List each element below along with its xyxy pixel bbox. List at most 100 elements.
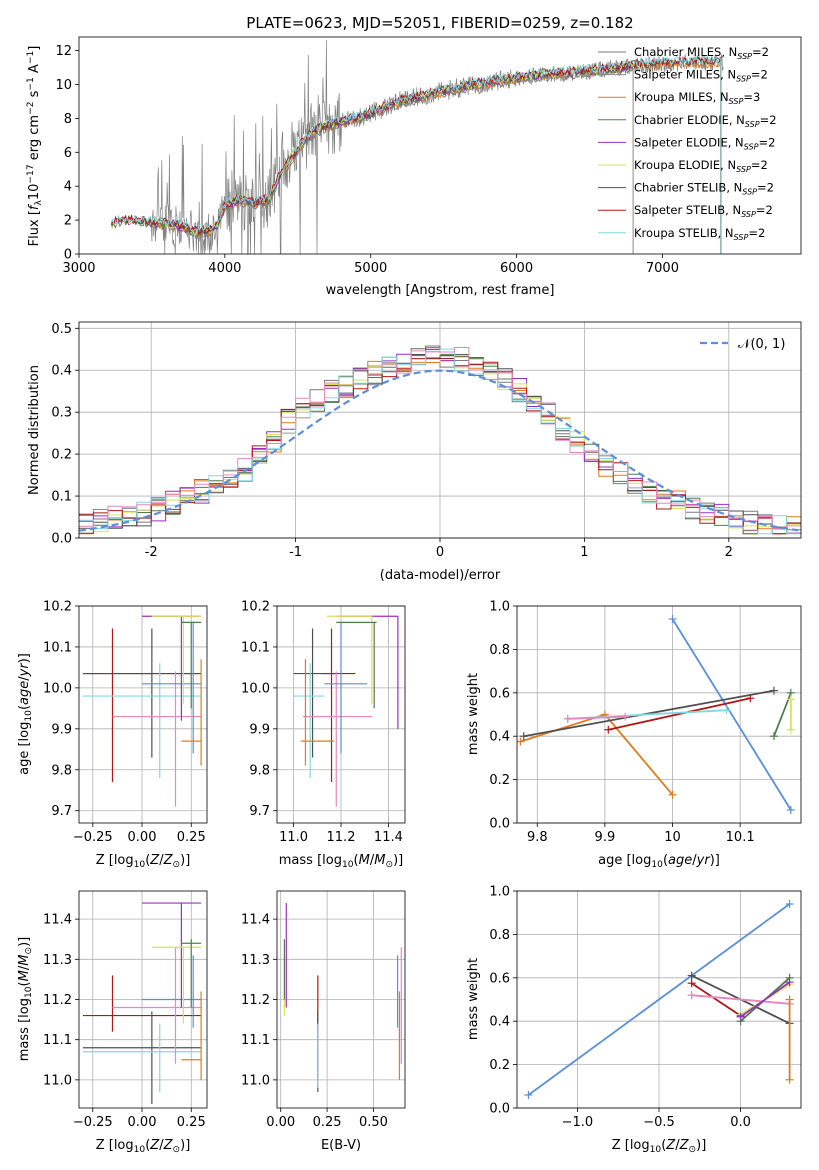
weight_vs_age-frame — [516, 605, 802, 824]
legend-label: Kroupa ELODIE, NSSP=2 — [634, 158, 768, 174]
age_vs_Z-ytick-label: 9.7 — [51, 804, 72, 819]
mass_vs_Z-ytick-label: 11.2 — [43, 993, 72, 1008]
age_vs_mass-plot — [293, 615, 399, 807]
weight_vs_Z-frame — [516, 890, 802, 1109]
weight_vs_age-xtick-label: 10.1 — [726, 830, 755, 845]
residuals-frame — [78, 321, 802, 539]
spectrum-xtick-label: 6000 — [500, 261, 533, 276]
age-vs-Z-ylabel: age [log10(age/yr)] — [17, 653, 34, 775]
residuals-histogram — [79, 347, 801, 530]
weight_vs_Z-xtick-label: −1.0 — [562, 1115, 594, 1130]
age_vs_Z-ytick-label: 10.1 — [43, 640, 72, 655]
spectrum-ytick-label: 8 — [64, 112, 72, 127]
weight_vs_Z-ytick-label: 1.0 — [489, 885, 510, 900]
age_vs_mass-xtick-label: 11.4 — [374, 830, 403, 845]
age_vs_Z-frame — [78, 605, 208, 824]
mass_vs_ebv-ytick-label: 11.3 — [241, 953, 270, 968]
mass_vs_ebv-ytick-label: 11.2 — [241, 993, 270, 1008]
residuals-normal-curve — [79, 369, 799, 532]
spectrum-axes: 3000 4000 5000 6000 7000 0 2 4 6 8 10 12 wavelength … — [55, 36, 802, 298]
mass_vs_ebv-ytick-label: 11.0 — [241, 1073, 270, 1088]
weight_vs_Z-ytick-label: 0.8 — [489, 928, 510, 943]
spectrum-xtick-label: 3000 — [62, 261, 95, 276]
weight_vs_age-series-line — [608, 697, 751, 731]
weight_vs_Z-series-line — [527, 903, 791, 1096]
legend-label: Salpeter MILES, NSSP=2 — [634, 68, 768, 84]
mass_vs_ebv-ytick-label: 11.4 — [241, 913, 270, 928]
mass_vs_ebv-xtick-label: 0.25 — [313, 1115, 342, 1130]
mass_vs_ebv-xtick-label: 0.50 — [359, 1115, 388, 1130]
age_vs_mass-axes: 11.0 11.2 11.4 9.7 9.8 9.9 10.0 10.1 10.2 — [241, 600, 406, 845]
mass_vs_Z-axes: −0.25 0.00 0.25 11.0 11.1 11.2 11.3 11.4 — [43, 890, 208, 1130]
mass_vs_ebv-ytick-label: 11.1 — [241, 1033, 270, 1048]
weight_vs_age-ytick-label: 0.8 — [489, 643, 510, 658]
spectrum-ytick-label: 12 — [55, 44, 72, 59]
spectrum-ytick-label: 2 — [64, 214, 72, 229]
age_vs_Z-ytick-label: 10.2 — [43, 600, 72, 615]
weight_vs_age-ytick-label: 0.4 — [489, 730, 510, 745]
residuals-ytick-label: 0.3 — [51, 406, 72, 421]
spectrum-model-line — [110, 61, 634, 254]
weight_vs_Z-ytick-label: 0.4 — [489, 1015, 510, 1030]
weight_vs_age-xtick-label: 9.8 — [527, 830, 548, 845]
mass_vs_Z-plot — [82, 902, 202, 1104]
age_vs_Z-ytick-label: 9.9 — [51, 722, 72, 737]
spectrum-data-line — [110, 39, 724, 254]
mass_vs_Z-ytick-label: 11.1 — [43, 1033, 72, 1048]
age_vs_Z-ytick-label: 9.8 — [51, 763, 72, 778]
residuals-xtick-label: -2 — [145, 545, 158, 560]
weight_vs_age-series-line — [520, 713, 674, 796]
mass-vs-ebv-xlabel: E(B-V) — [321, 1138, 361, 1153]
residuals-ylabel: Normed distribution — [27, 365, 42, 495]
residuals-axes: -2 -1 0 1 2 0.0 0.1 0.2 0.3 0.4 0.5 (data-model)/er… — [27, 321, 802, 583]
spectrum-model-line — [110, 61, 634, 254]
residuals-xtick-label: -1 — [289, 545, 302, 560]
legend-label: Kroupa STELIB, NSSP=2 — [634, 226, 765, 242]
weight_vs_age-ytick-label: 0.6 — [489, 686, 510, 701]
legend-label: Chabrier ELODIE, NSSP=2 — [634, 113, 777, 129]
spectrum-xtick-label: 5000 — [354, 261, 387, 276]
weight_vs_Z-axes: −1.0 −0.5 0.0 0.0 0.2 0.4 0.6 0.8 1.0 — [489, 885, 802, 1130]
spectrum-model-line — [151, 64, 634, 254]
age_vs_mass-ytick-label: 9.7 — [249, 804, 270, 819]
spectrum-ytick-label: 6 — [64, 146, 72, 161]
mass_vs_Z-ytick-label: 11.4 — [43, 913, 72, 928]
age_vs_mass-ytick-label: 9.9 — [249, 722, 270, 737]
weight_vs_Z-series-line — [740, 981, 791, 1018]
weight_vs_Z-ytick-label: 0.6 — [489, 971, 510, 986]
weight-vs-age-ylabel: mass weight — [466, 673, 481, 755]
spectrum-frame — [78, 36, 802, 255]
weight_vs_age-series-line — [567, 715, 626, 720]
spectrum-ytick-label: 10 — [55, 78, 72, 93]
mass_vs_ebv-grid — [277, 891, 405, 1108]
legend-label: Salpeter ELODIE, NSSP=2 — [634, 135, 775, 151]
age_vs_Z-xtick-label: 0.00 — [128, 830, 157, 845]
residuals-plot — [79, 345, 801, 535]
age_vs_Z-plot — [82, 615, 202, 807]
spectrum-xlabel: wavelength [Angstrom, rest frame] — [326, 283, 555, 298]
age_vs_Z-xtick-label: −0.25 — [73, 830, 113, 845]
weight_vs_Z-ytick-label: 0.2 — [489, 1058, 510, 1073]
age_vs_Z-grid — [79, 605, 207, 823]
mass_vs_ebv-axes: 0.00 0.25 0.50 11.0 11.1 11.2 11.3 11.4 — [241, 890, 406, 1130]
weight_vs_age-series-line — [523, 689, 775, 738]
residuals-ytick-label: 0.5 — [51, 322, 72, 337]
weight_vs_age-ytick-label: 1.0 — [489, 600, 510, 615]
weight_vs_Z-xtick-label: −0.5 — [643, 1115, 675, 1130]
age-vs-mass-xlabel: mass [log10(M/M⊙)] — [279, 853, 403, 870]
spectrum-model-line — [110, 55, 722, 254]
mass_vs_ebv-xtick-label: 0.00 — [266, 1115, 295, 1130]
spectrum-ytick-label: 4 — [64, 180, 72, 195]
legend-label: Kroupa MILES, NSSP=3 — [634, 90, 760, 106]
age_vs_Z-axes: −0.25 0.00 0.25 9.7 9.8 9.9 10.0 10.1 10.2 — [43, 600, 208, 845]
weight_vs_Z-xtick-label: 0.0 — [730, 1115, 751, 1130]
weight_vs_Z-series-line — [691, 994, 790, 1005]
weight_vs_Z-plot — [524, 900, 794, 1099]
mass-vs-Z-xlabel: Z [log10(Z/Z⊙)] — [96, 1138, 191, 1155]
age_vs_Z-ytick-label: 10.0 — [43, 681, 72, 696]
weight-vs-age-xlabel: age [log10(age/yr)] — [598, 853, 720, 870]
spectrum-ytick-label: 0 — [64, 248, 72, 263]
mass_vs_Z-xtick-label: 0.25 — [177, 1115, 206, 1130]
residuals-xtick-label: 2 — [725, 545, 733, 560]
spectrum-xtick-label: 4000 — [208, 261, 241, 276]
